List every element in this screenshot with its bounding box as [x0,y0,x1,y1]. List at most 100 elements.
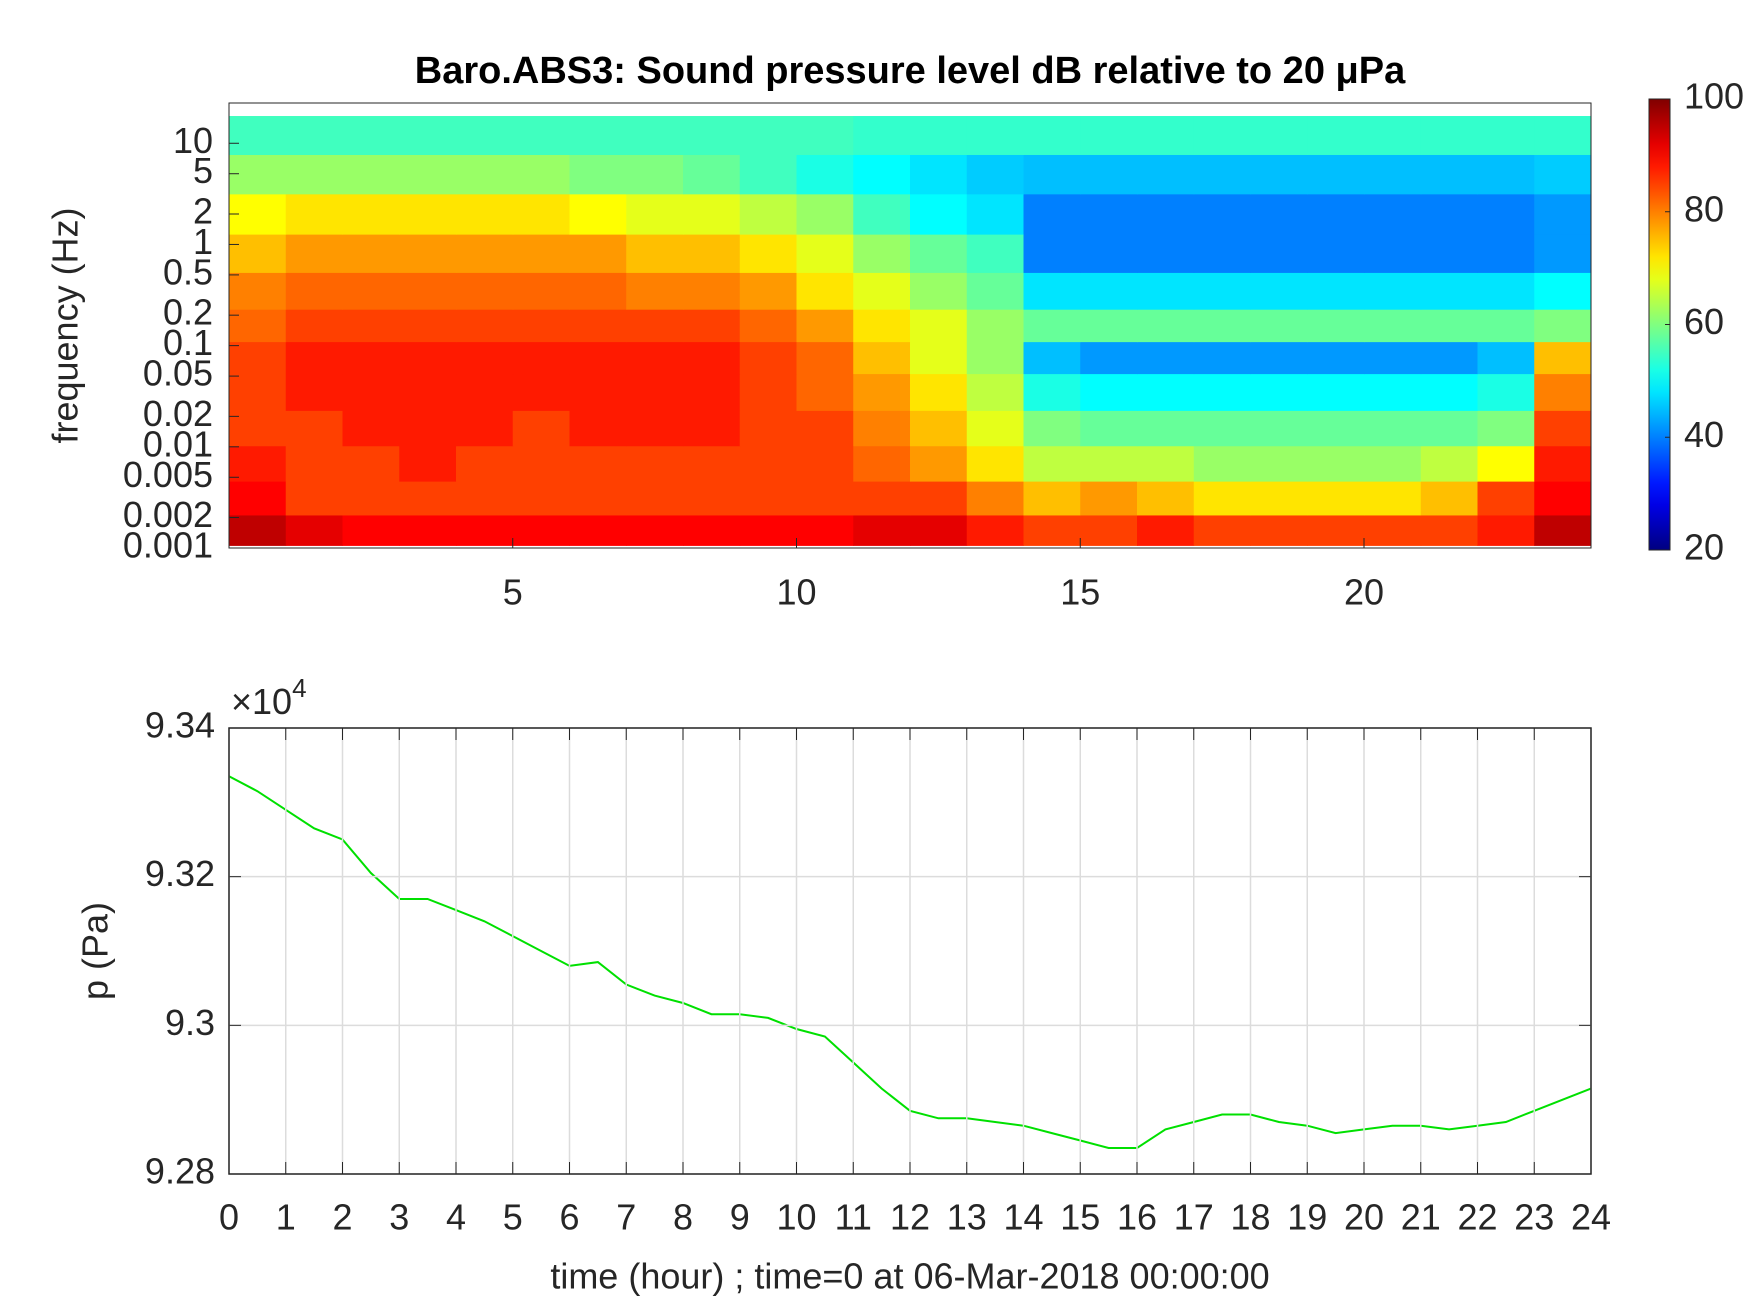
heat-cell [1080,410,1138,447]
heat-cell [512,373,570,411]
heat-cell [229,116,287,155]
y-tick-label: 0.02 [143,393,213,434]
heat-cell [285,514,343,546]
heat-cell [512,234,570,273]
heat-cell [1477,193,1535,235]
heat-cell [1307,234,1365,273]
heat-cell [1193,514,1251,546]
x-tick-label: 18 [1230,1197,1270,1238]
heat-cell [1364,341,1422,375]
heat-cell [1023,445,1081,482]
heat-cell [512,116,570,155]
heat-cell [1420,234,1478,273]
heat-cell [1364,234,1422,273]
heat-cell [796,193,854,235]
heat-cell [1080,445,1138,482]
heat-cell [1137,341,1195,375]
heat-cell [1080,373,1138,411]
heat-cell [1420,514,1478,546]
heat-cell [1193,154,1251,195]
heat-cell [853,341,911,375]
heat-cell [569,193,627,235]
heat-cell [626,373,684,411]
heat-cell [853,309,911,343]
heat-cell [1307,193,1365,235]
x-tick-label: 6 [559,1197,579,1238]
heat-cell [1250,341,1308,375]
heat-cell [683,116,741,155]
heat-cell [569,481,627,516]
heat-cell [1250,481,1308,516]
heat-cell [1193,481,1251,516]
heat-cell [796,373,854,411]
heat-cell [1193,193,1251,235]
heat-cell [626,445,684,482]
heat-cell [512,154,570,195]
heat-cell [456,272,514,310]
x-tick-label: 20 [1344,572,1384,613]
heat-cell [683,445,741,482]
heat-cell [1080,272,1138,310]
heat-cell [853,154,911,195]
heat-cell [966,514,1024,546]
heat-cell [285,309,343,343]
heat-cell [569,116,627,155]
heat-cell [739,309,797,343]
heat-cell [456,373,514,411]
heat-cell [966,154,1024,195]
heat-cell [1420,272,1478,310]
heat-cell [626,410,684,447]
heat-cell [853,272,911,310]
x-tick-label: 14 [1003,1197,1043,1238]
heat-cell [399,373,457,411]
heat-cell [1534,309,1591,343]
x-tick-label: 22 [1457,1197,1497,1238]
heat-cell [1137,234,1195,273]
heat-cell [342,116,400,155]
heat-cell [512,514,570,546]
heat-cell [966,234,1024,273]
heat-cell [342,154,400,195]
heat-cell [512,410,570,447]
heat-cell [229,514,287,546]
heat-cell [1193,309,1251,343]
y-tick-label: 9.3 [165,1002,215,1043]
heat-cell [910,309,968,343]
heat-cell [796,445,854,482]
heat-cell [229,445,287,482]
heat-cell [512,193,570,235]
x-tick-label: 24 [1571,1197,1611,1238]
heat-cell [1023,272,1081,310]
heat-cell [569,373,627,411]
y-tick-label: 0.1 [163,322,213,363]
heat-cell [853,234,911,273]
heat-cell [853,410,911,447]
heat-cell [910,373,968,411]
heat-cell [739,341,797,375]
heat-cell [910,481,968,516]
heat-cell [1420,154,1478,195]
heat-cell [285,234,343,273]
spectrogram [229,116,1591,546]
heat-cell [399,116,457,155]
x-tick-label: 1 [276,1197,296,1238]
heat-cell [456,154,514,195]
heat-cell [910,154,968,195]
y-axis-label: frequency (Hz) [45,207,86,443]
heat-cell [966,445,1024,482]
heat-cell [1477,481,1535,516]
heat-cell [1193,272,1251,310]
heat-cell [1477,116,1535,155]
heat-cell [626,116,684,155]
heat-cell [626,193,684,235]
x-tick-label: 10 [776,572,816,613]
x-tick-label: 7 [616,1197,636,1238]
heat-cell [569,309,627,343]
heat-cell [626,309,684,343]
heat-cell [853,481,911,516]
heat-cell [1250,154,1308,195]
heat-cell [456,116,514,155]
heat-cell [399,309,457,343]
y-tick-label: 0.5 [163,251,213,292]
y-tick-label: 2 [193,191,213,232]
